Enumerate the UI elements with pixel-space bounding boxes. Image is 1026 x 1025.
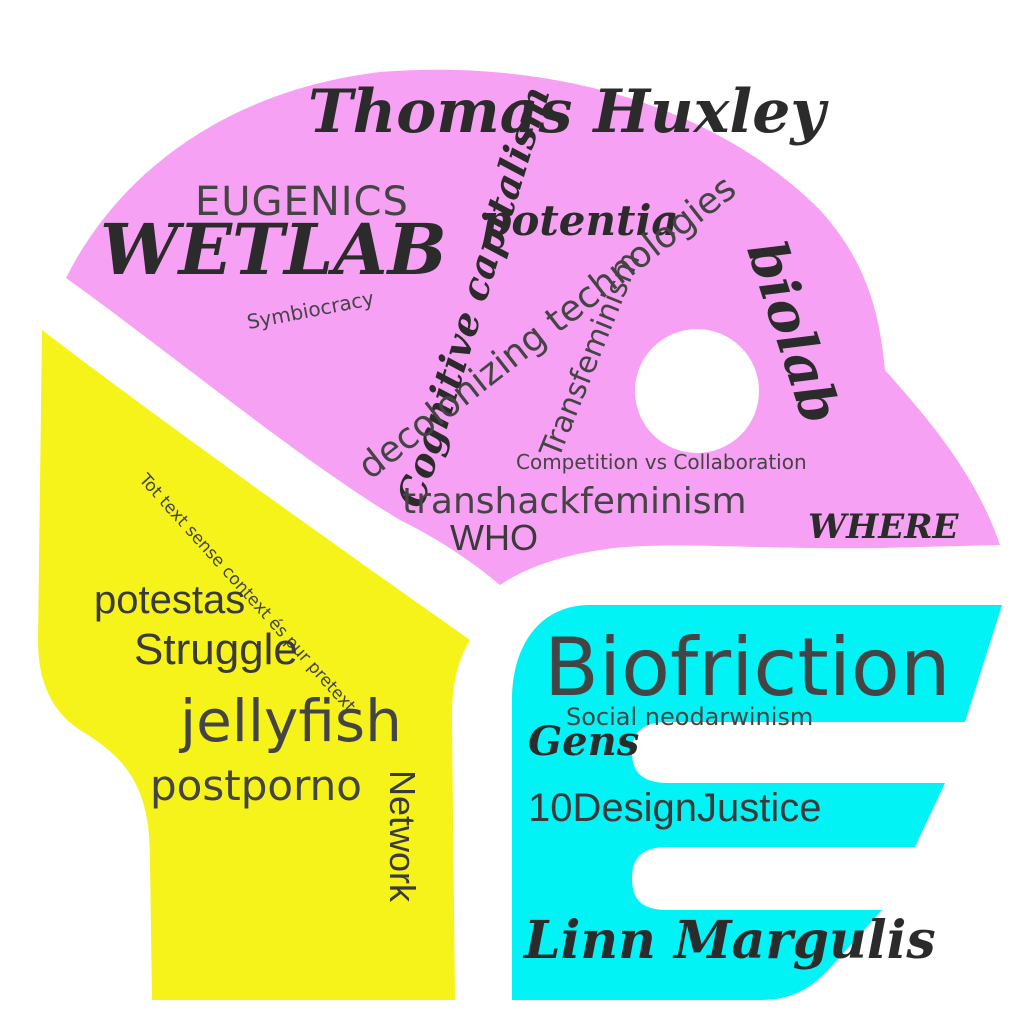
word-jellyfish: jellyfish	[180, 687, 402, 755]
word-competition-vs-collaboration: Competition vs Collaboration	[516, 450, 807, 474]
word-biofriction: Biofriction	[544, 621, 951, 714]
word-thomas-huxley: Thomas Huxley	[308, 77, 826, 147]
word-linn-margulis: Linn Margulis	[524, 910, 936, 971]
word-potestas: potestas	[94, 578, 246, 622]
word-gens: Gens	[528, 718, 640, 765]
word-transhackfeminism: transhackfeminism	[402, 481, 747, 522]
eye-hole	[635, 329, 759, 453]
word-who: WHO	[450, 517, 538, 558]
yellow-region	[38, 330, 470, 1000]
word-potentia: potentia	[482, 196, 679, 245]
word-social-neodarwinism: Social neodarwinism	[566, 703, 814, 731]
pink-region	[66, 69, 1000, 585]
word-10designjustice: 10DesignJustice	[528, 786, 822, 830]
word-wetlab: WETLAB	[100, 208, 447, 291]
word-postporno: postporno	[150, 761, 362, 810]
word-where: WHERE	[808, 507, 959, 547]
word-struggle: Struggle	[134, 625, 298, 674]
word-eugenics: EUGENICS	[195, 179, 409, 225]
word-network: Network	[382, 769, 424, 903]
cyan-region	[512, 605, 1002, 1000]
